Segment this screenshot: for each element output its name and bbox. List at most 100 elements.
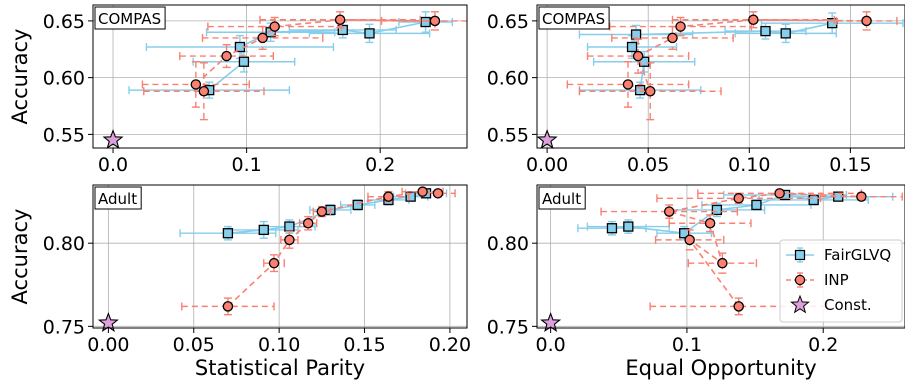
data-point-fairglvq [623, 221, 634, 232]
panel-title: COMPAS [98, 10, 161, 28]
data-point-inp [417, 186, 428, 197]
y-tick-label: 0.55 [487, 124, 529, 146]
data-point-fairglvq [258, 224, 269, 236]
data-point-fairglvq [238, 56, 250, 67]
panel-title: Adult [98, 190, 137, 208]
data-point-fairglvq [760, 25, 771, 37]
panel-title: Adult [542, 190, 581, 208]
data-point-inp [302, 217, 314, 229]
x-tick-label: 0.10 [258, 334, 300, 356]
panel-title-box [94, 6, 166, 30]
x-tick-label: 0.1 [231, 154, 261, 176]
data-point-fairglvq [405, 191, 416, 202]
data-point-inp [748, 14, 759, 26]
panel-title-box [538, 186, 586, 210]
data-point-fairglvq [337, 24, 348, 36]
panel-frame [92, 184, 468, 329]
data-point-inp [221, 50, 232, 62]
data-point-fairglvq [634, 84, 646, 96]
data-point-inp [334, 14, 346, 26]
data-point-inp [861, 15, 872, 27]
data-point-inp [269, 21, 280, 32]
legend-box [779, 239, 903, 323]
data-point-inp [190, 79, 202, 90]
data-point-inp [774, 188, 785, 199]
data-point-inp [429, 15, 441, 27]
data-point-fairglvq [780, 28, 791, 39]
x-tick-label: 0.0 [536, 334, 566, 356]
data-point-inp [268, 257, 280, 269]
data-point-inp [733, 193, 744, 204]
data-point-inp [316, 206, 328, 217]
y-tick-label: 0.60 [43, 68, 85, 90]
data-point-inp [198, 86, 210, 97]
panel-top-right: 0.00 0.05 0.10 0.15 0.55 0.60 0.65 COMPAS [487, 4, 905, 176]
data-point-fairglvq [284, 221, 295, 232]
x-tick-label: 0.0 [98, 154, 128, 176]
y-tick-label: 0.75 [487, 316, 529, 338]
x-tick-label: 0.00 [87, 334, 129, 356]
series-line-inp [668, 192, 862, 307]
data-point-inp [284, 234, 295, 246]
y-tick-label: 0.80 [43, 233, 85, 255]
data-point-inp [632, 50, 644, 62]
panel-bottom-left: 0.00 0.05 0.10 0.15 0.20 0.75 0.80 Adult Statist… [43, 184, 471, 380]
data-point-fairglvq [711, 204, 723, 216]
data-point-fairglvq [679, 228, 690, 239]
data-point-inp [644, 86, 656, 97]
legend-marker-const [790, 294, 810, 314]
x-tick-label: 0.05 [627, 154, 669, 176]
panel-data [566, 11, 904, 121]
panel-frame [536, 184, 905, 329]
panel-data [179, 186, 456, 316]
data-point-fairglvq [352, 199, 363, 211]
panel-top-left: 0.0 0.1 0.2 0.55 0.60 0.65 COMPAS [43, 4, 468, 176]
x-tick-label: 0.15 [829, 154, 871, 176]
legend: FairGLVQ INP Const. [779, 239, 903, 323]
data-point-inp [257, 32, 268, 44]
legend-marker-fairglvq [794, 249, 806, 261]
x-tick-label: 0.2 [365, 154, 395, 176]
data-point-fairglvq [606, 223, 618, 234]
data-point-const [540, 311, 562, 332]
data-point-inp [622, 79, 634, 90]
x-axis-label: Equal Opportunity [625, 356, 816, 380]
data-point-fairglvq [808, 194, 819, 206]
y-tick-label: 0.60 [487, 68, 529, 90]
x-tick-label: 0.1 [672, 334, 702, 356]
data-point-fairglvq [364, 28, 375, 39]
data-point-inp [222, 301, 234, 312]
data-point-inp [733, 301, 744, 312]
y-axis-label: Accuracy [8, 29, 32, 125]
panel-title: COMPAS [542, 10, 605, 28]
data-point-fairglvq [222, 228, 234, 239]
x-tick-label: 0.20 [429, 334, 471, 356]
y-tick-label: 0.80 [487, 233, 529, 255]
x-tick-label: 0.2 [808, 334, 838, 356]
data-point-inp [663, 206, 675, 217]
data-point-const [536, 128, 558, 150]
y-axis-label: Accuracy [8, 209, 32, 305]
y-tick-label: 0.65 [43, 11, 85, 33]
legend-marker-inp [794, 274, 806, 286]
data-point-inp [667, 32, 678, 44]
data-point-const [97, 311, 119, 332]
y-tick-label: 0.65 [487, 11, 529, 33]
data-point-inp [432, 188, 444, 199]
data-point-const [102, 128, 124, 150]
data-point-inp [383, 191, 394, 202]
y-tick-label: 0.55 [43, 124, 85, 146]
legend-label-const: Const. [824, 296, 872, 314]
panel-data [577, 188, 903, 316]
data-point-inp [684, 234, 695, 246]
x-tick-label: 0.10 [728, 154, 770, 176]
x-tick-label: 0.05 [173, 334, 215, 356]
data-point-fairglvq [751, 199, 762, 211]
x-axis-label: Statistical Parity [195, 356, 365, 380]
data-point-inp [675, 21, 686, 32]
series-line-inp [227, 190, 439, 307]
x-tick-label: 0.15 [343, 334, 385, 356]
data-point-fairglvq [420, 16, 431, 28]
